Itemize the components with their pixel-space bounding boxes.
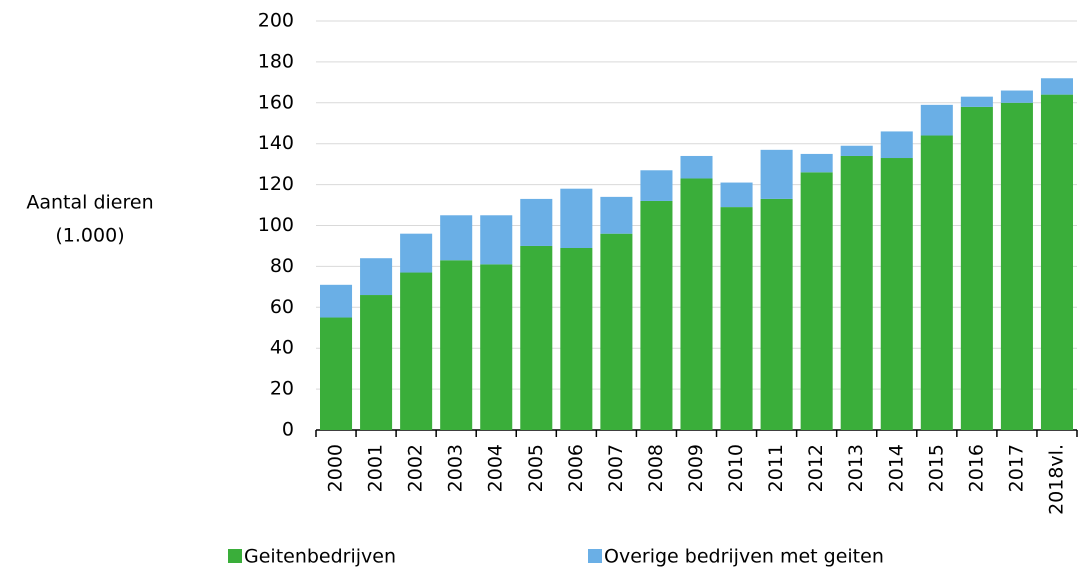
bar-segment bbox=[1000, 90, 1033, 103]
bar-segment bbox=[920, 135, 953, 430]
bar-segment bbox=[560, 188, 593, 248]
bar-segment bbox=[1040, 78, 1073, 95]
x-tick-label: 2016 bbox=[965, 444, 987, 492]
x-tick-label: 2018vl. bbox=[1045, 444, 1067, 515]
y-axis-label: Aantal dieren bbox=[26, 192, 153, 214]
bar-segment bbox=[600, 233, 633, 430]
x-tick-label: 2004 bbox=[485, 444, 507, 492]
y-tick-label: 20 bbox=[270, 378, 294, 400]
bar-segment bbox=[360, 295, 393, 430]
legend-swatch bbox=[588, 549, 602, 563]
legend-swatch bbox=[228, 549, 242, 563]
x-tick-label: 2002 bbox=[405, 444, 427, 492]
x-tick-label: 2000 bbox=[325, 444, 347, 492]
x-tick-label: 2003 bbox=[445, 444, 467, 492]
bar-segment bbox=[640, 170, 673, 201]
bar-segment bbox=[720, 182, 753, 208]
bar-segment bbox=[960, 106, 993, 430]
bar-segment bbox=[760, 198, 793, 430]
x-tick-label: 2006 bbox=[565, 444, 587, 492]
bar-segment bbox=[480, 264, 513, 430]
x-tick-label: 2008 bbox=[645, 444, 667, 492]
bar-segment bbox=[320, 284, 353, 318]
x-tick-label: 2014 bbox=[885, 444, 907, 492]
legend-label: Overige bedrijven met geiten bbox=[604, 546, 884, 568]
bar-segment bbox=[1040, 94, 1073, 431]
bar-segment bbox=[440, 215, 473, 261]
y-tick-label: 0 bbox=[282, 419, 294, 441]
y-tick-label: 60 bbox=[270, 296, 294, 318]
x-tick-label: 2007 bbox=[605, 444, 627, 492]
x-tick-label: 2013 bbox=[845, 444, 867, 492]
bar-segment bbox=[680, 178, 713, 430]
y-axis-label: (1.000) bbox=[55, 225, 124, 247]
bar-segment bbox=[520, 198, 553, 246]
y-tick-label: 180 bbox=[258, 50, 294, 72]
legend-label: Geitenbedrijven bbox=[244, 546, 396, 568]
bar-segment bbox=[880, 131, 913, 159]
y-tick-label: 140 bbox=[258, 132, 294, 154]
y-tick-label: 80 bbox=[270, 255, 294, 277]
bar-segment bbox=[400, 233, 433, 273]
bar-segment bbox=[680, 155, 713, 179]
bar-segment bbox=[1000, 102, 1033, 431]
bar-segment bbox=[600, 196, 633, 234]
bar-segment bbox=[840, 145, 873, 156]
x-tick-label: 2011 bbox=[765, 444, 787, 492]
bar-segment bbox=[920, 104, 953, 136]
x-tick-label: 2017 bbox=[1005, 444, 1027, 492]
y-tick-label: 120 bbox=[258, 173, 294, 195]
bar-segment bbox=[800, 153, 833, 173]
bar-segment bbox=[760, 149, 793, 199]
y-tick-label: 40 bbox=[270, 337, 294, 359]
bar-segment bbox=[360, 258, 393, 296]
bar-segment bbox=[400, 272, 433, 430]
x-tick-label: 2012 bbox=[805, 444, 827, 492]
bar-segment bbox=[480, 215, 513, 265]
y-tick-label: 200 bbox=[258, 10, 294, 32]
bar-segment bbox=[640, 200, 673, 430]
x-tick-label: 2005 bbox=[525, 444, 547, 492]
bar-segment bbox=[440, 260, 473, 430]
bar-segment bbox=[520, 245, 553, 430]
y-tick-label: 160 bbox=[258, 91, 294, 113]
bar-segment bbox=[880, 158, 913, 430]
bar-segment bbox=[560, 247, 593, 430]
x-tick-label: 2010 bbox=[725, 444, 747, 492]
y-tick-label: 100 bbox=[258, 214, 294, 236]
bar-segment bbox=[320, 317, 353, 430]
bar-segment bbox=[840, 155, 873, 430]
bar-segment bbox=[960, 96, 993, 107]
bar-segment bbox=[800, 172, 833, 430]
x-tick-label: 2015 bbox=[925, 444, 947, 492]
x-tick-label: 2009 bbox=[685, 444, 707, 492]
bar-segment bbox=[720, 207, 753, 430]
x-tick-label: 2001 bbox=[365, 444, 387, 492]
